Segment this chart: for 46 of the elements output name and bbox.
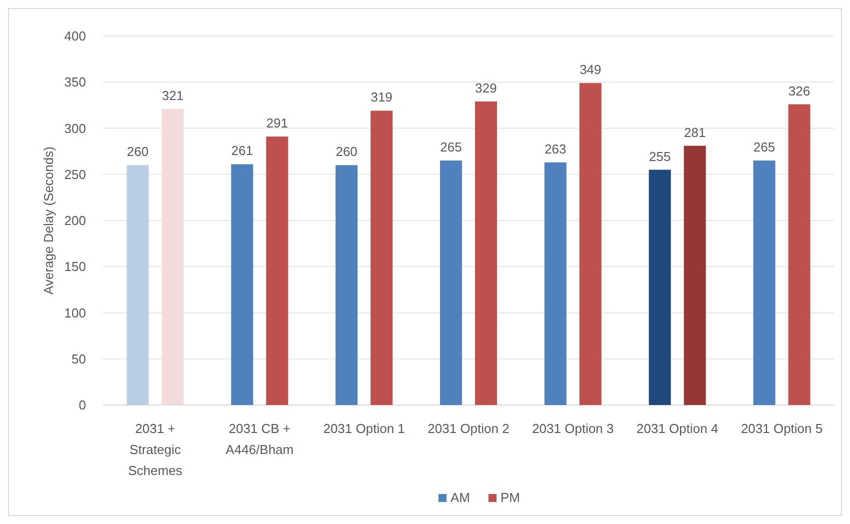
bar: [126, 165, 149, 405]
data-label: 260: [126, 144, 149, 160]
y-tick-label: 0: [78, 398, 86, 413]
bar: [231, 164, 254, 405]
x-tick-label: 2031 CB + A446/Bham: [226, 421, 294, 457]
data-label: 319: [370, 90, 392, 105]
data-label: 291: [266, 116, 288, 131]
x-tick-label: 2031 Option 5: [740, 421, 823, 436]
x-tick-label: 2031 + Strategic Schemes: [128, 421, 183, 478]
y-tick-label: 350: [64, 74, 86, 90]
x-tick-label: 2031 Option 1: [323, 421, 405, 436]
y-tick-label: 100: [64, 305, 86, 320]
bar: [336, 165, 358, 405]
data-label: 326: [788, 83, 810, 98]
bar: [788, 104, 810, 405]
y-tick-label: 200: [64, 213, 86, 228]
bar: [579, 83, 602, 405]
y-tick-label: 300: [64, 120, 86, 136]
bar: [753, 160, 776, 405]
y-tick-label: 250: [64, 166, 86, 182]
bar: [648, 170, 671, 405]
x-tick-label: 2031 Option 2: [428, 421, 510, 436]
bar: [684, 146, 706, 405]
legend-label: PM: [500, 490, 520, 505]
bar: [475, 102, 497, 405]
legend-label: AM: [450, 490, 470, 505]
data-label: 349: [580, 62, 602, 78]
data-label: 329: [475, 80, 497, 96]
y-tick-label: 150: [64, 259, 86, 274]
data-label: 260: [336, 144, 358, 160]
x-tick-label: 2031 Option 3: [532, 421, 614, 436]
y-tick-label: 400: [64, 28, 86, 44]
data-label: 261: [231, 143, 253, 158]
data-label: 281: [684, 124, 706, 140]
data-label: 263: [544, 141, 566, 156]
bar: [266, 136, 288, 405]
bar: [370, 110, 393, 405]
data-label: 255: [649, 148, 671, 164]
bar: [544, 162, 566, 405]
data-label: 265: [440, 140, 462, 155]
y-axis-title: Average Delay (Seconds): [41, 146, 56, 294]
y-tick-label: 50: [72, 351, 86, 366]
data-label: 321: [162, 88, 184, 103]
data-label: 265: [753, 140, 776, 155]
x-tick-label: 2031 Option 4: [636, 421, 718, 436]
bar: [440, 160, 462, 405]
